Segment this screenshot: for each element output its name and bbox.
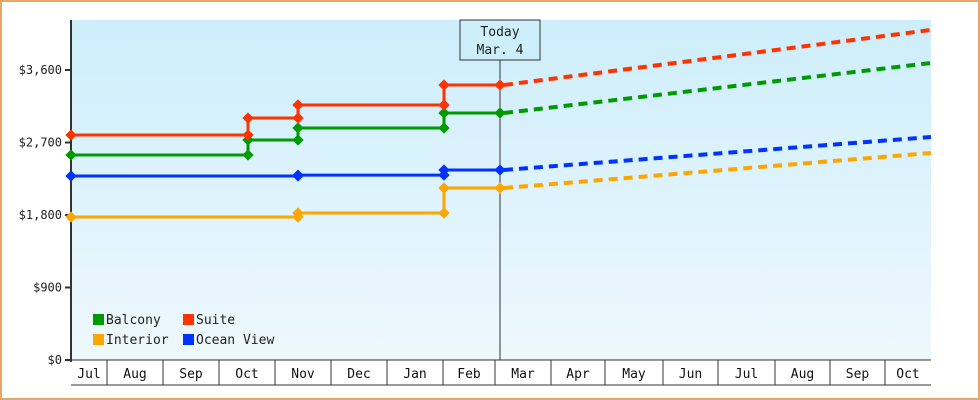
legend-swatch (183, 314, 194, 325)
data-point-marker (292, 207, 304, 219)
x-tick-label: Sep (846, 367, 870, 382)
x-tick-label: Jul (735, 367, 758, 382)
y-tick-label: $0 (48, 353, 62, 367)
x-tick-label: Jul (77, 367, 100, 382)
data-point-marker (242, 149, 254, 161)
x-tick-label: Mar (511, 367, 535, 382)
today-date: Mar. 4 (477, 43, 524, 58)
y-tick-label: $2,700 (19, 136, 62, 150)
data-point-marker (292, 134, 304, 146)
x-tick-label: Dec (347, 367, 370, 382)
x-tick-label: Aug (791, 367, 814, 382)
y-axis: $0 $900 $1,800 $2,700 $3,600 (19, 20, 72, 367)
x-tick-label: Sep (179, 367, 203, 382)
data-point-marker (242, 129, 254, 141)
data-point-marker (438, 164, 450, 176)
legend-label: Ocean View (196, 333, 274, 348)
data-point-marker (494, 164, 506, 176)
series-interior (65, 150, 932, 223)
x-tick-label: Apr (566, 367, 590, 382)
today-label: Today (480, 25, 519, 40)
legend: Balcony Suite Interior Ocean View (93, 313, 274, 348)
legend-label: Interior (106, 333, 169, 348)
x-axis: Jul Aug Sep Oct Nov Dec Jan Feb Mar Apr May Jun Jul A… (71, 359, 931, 386)
data-point-marker (438, 207, 450, 219)
x-tick-label: Nov (291, 367, 315, 382)
x-tick-label: Feb (457, 367, 481, 382)
x-tick-label: May (622, 367, 646, 382)
y-tick-label: $900 (33, 281, 62, 295)
legend-swatch (183, 334, 194, 345)
x-tick-label: Oct (896, 367, 919, 382)
x-tick-label: Oct (235, 367, 258, 382)
x-tick-label: Jan (403, 367, 426, 382)
legend-label: Balcony (106, 313, 161, 328)
data-point-marker (494, 182, 506, 194)
x-tick-label: Jun (679, 367, 702, 382)
y-tick-label: $1,800 (19, 208, 62, 222)
legend-label: Suite (196, 313, 235, 328)
x-tick-label: Aug (123, 367, 146, 382)
series-ocean-view (65, 135, 932, 182)
legend-swatch (93, 314, 104, 325)
y-tick-label: $3,600 (19, 63, 62, 77)
legend-swatch (93, 334, 104, 345)
data-point-marker (292, 169, 304, 181)
data-point-marker (438, 182, 450, 194)
